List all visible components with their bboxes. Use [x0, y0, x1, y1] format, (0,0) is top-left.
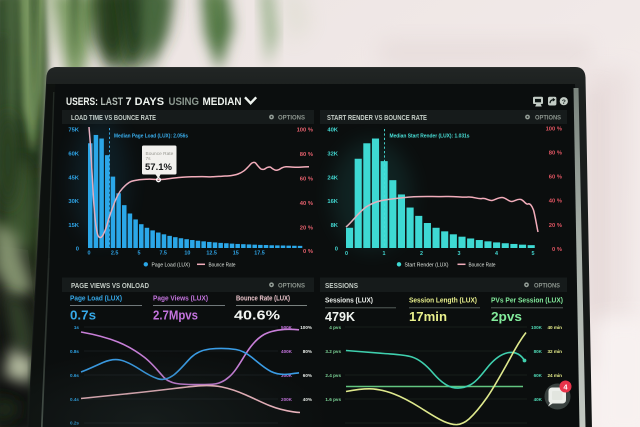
svg-text:5: 5: [532, 251, 535, 257]
svg-text:0: 0: [88, 251, 91, 257]
svg-text:SESSIONS: SESSIONS: [325, 283, 358, 290]
svg-text:17min: 17min: [409, 309, 447, 324]
svg-text:40 %: 40 %: [300, 201, 313, 207]
svg-text:4: 4: [563, 382, 568, 391]
svg-text:0: 0: [76, 247, 79, 253]
svg-text:0: 0: [335, 247, 338, 253]
svg-text:7 DAYS: 7 DAYS: [126, 96, 165, 108]
svg-text:Session Length (LUX): Session Length (LUX): [409, 298, 477, 305]
svg-text:3.2 pvs: 3.2 pvs: [325, 349, 341, 354]
svg-text:5: 5: [138, 251, 141, 257]
svg-text:4 pvs: 4 pvs: [329, 325, 341, 330]
svg-text:USERS:: USERS:: [66, 96, 98, 108]
svg-text:3: 3: [458, 251, 461, 257]
svg-text:10: 10: [184, 251, 190, 257]
svg-text:4: 4: [495, 251, 498, 257]
svg-text:2.5: 2.5: [111, 251, 119, 257]
svg-text:0.7s: 0.7s: [70, 308, 96, 323]
svg-text:75K: 75K: [68, 128, 79, 134]
svg-text:Bounce Rate: Bounce Rate: [146, 151, 174, 157]
svg-text:100 %: 100 %: [297, 128, 313, 134]
svg-text:2pvs: 2pvs: [491, 309, 522, 324]
svg-text:12.5: 12.5: [206, 251, 217, 257]
svg-text:57.1%: 57.1%: [145, 162, 172, 173]
svg-text:Page Load (LUX): Page Load (LUX): [70, 296, 122, 303]
svg-text:40K: 40K: [534, 397, 543, 402]
svg-text:OPTIONS: OPTIONS: [278, 282, 305, 289]
svg-text:40K: 40K: [327, 128, 338, 134]
svg-text:32 min: 32 min: [547, 349, 562, 354]
svg-text:100K: 100K: [531, 325, 543, 330]
svg-text:60K: 60K: [534, 373, 543, 378]
svg-text:?: ?: [562, 99, 566, 106]
svg-text:OPTIONS: OPTIONS: [278, 115, 305, 122]
svg-text:0 %: 0 %: [303, 249, 313, 255]
svg-text:15: 15: [233, 251, 239, 257]
svg-text:24 min: 24 min: [547, 373, 562, 378]
svg-text:USING: USING: [169, 96, 200, 108]
svg-text:OPTIONS: OPTIONS: [534, 282, 560, 289]
svg-text:60%: 60%: [303, 373, 312, 378]
svg-text:7s: 7s: [146, 156, 152, 162]
svg-text:20 %: 20 %: [549, 223, 562, 229]
svg-text:START RENDER VS BOUNCE RATE: START RENDER VS BOUNCE RATE: [327, 115, 427, 122]
svg-text:Sessions (LUX): Sessions (LUX): [325, 298, 373, 305]
svg-text:0.8s: 0.8s: [70, 349, 79, 354]
svg-text:80 %: 80 %: [549, 151, 562, 157]
svg-text:15K: 15K: [68, 223, 79, 229]
svg-text:1: 1: [383, 251, 386, 257]
svg-text:24K: 24K: [327, 176, 338, 182]
svg-text:PAGE VIEWS VS ONLOAD: PAGE VIEWS VS ONLOAD: [71, 283, 149, 290]
svg-text:OPTIONS: OPTIONS: [535, 115, 561, 122]
svg-text:17.5: 17.5: [254, 251, 265, 257]
svg-text:LOAD TIME VS BOUNCE RATE: LOAD TIME VS BOUNCE RATE: [71, 115, 156, 122]
svg-text:2: 2: [420, 251, 423, 257]
svg-text:80 %: 80 %: [300, 152, 313, 158]
svg-text:500K: 500K: [281, 325, 293, 330]
svg-text:80%: 80%: [303, 349, 312, 354]
svg-text:MEDIAN: MEDIAN: [203, 96, 242, 108]
svg-text:32K: 32K: [327, 152, 338, 158]
svg-text:60 %: 60 %: [549, 175, 562, 181]
svg-text:40 min: 40 min: [547, 325, 562, 330]
svg-text:1s: 1s: [74, 325, 80, 330]
svg-text:100%: 100%: [300, 325, 312, 330]
svg-text:479K: 479K: [325, 309, 356, 324]
svg-text:40.6%: 40.6%: [234, 308, 281, 323]
svg-text:Bounce Rate: Bounce Rate: [209, 262, 236, 268]
svg-text:40 %: 40 %: [549, 199, 562, 205]
svg-text:0: 0: [345, 251, 348, 257]
svg-text:2.7Mpvs: 2.7Mpvs: [153, 308, 198, 323]
svg-text:2.4 pvs: 2.4 pvs: [325, 373, 341, 378]
svg-text:20 %: 20 %: [300, 226, 313, 232]
svg-text:Median Start Render (LUX): 1.0: Median Start Render (LUX): 1.031s: [390, 134, 470, 140]
svg-text:Page Views (LUX): Page Views (LUX): [153, 296, 208, 303]
svg-text:8K: 8K: [331, 223, 339, 229]
svg-text:Start Render (LUX): Start Render (LUX): [405, 262, 449, 268]
svg-text:80K: 80K: [534, 349, 543, 354]
svg-text:PVs Per Session (LUX): PVs Per Session (LUX): [491, 298, 563, 305]
svg-text:100 %: 100 %: [546, 127, 562, 133]
svg-text:0 %: 0 %: [552, 247, 562, 253]
svg-text:Median Page Load (LUX): 2.056s: Median Page Load (LUX): 2.056s: [114, 134, 188, 140]
svg-text:LAST: LAST: [101, 96, 124, 108]
svg-text:Page Load (LUX): Page Load (LUX): [152, 262, 191, 268]
svg-text:7.5: 7.5: [159, 251, 167, 257]
svg-text:400K: 400K: [281, 349, 293, 354]
svg-text:1.6 pvs: 1.6 pvs: [325, 397, 341, 402]
svg-text:60 %: 60 %: [300, 177, 313, 183]
svg-text:Bounce Rate (LUX): Bounce Rate (LUX): [236, 296, 290, 303]
svg-text:60K: 60K: [68, 152, 79, 158]
svg-text:Bounce Rate: Bounce Rate: [469, 262, 496, 268]
